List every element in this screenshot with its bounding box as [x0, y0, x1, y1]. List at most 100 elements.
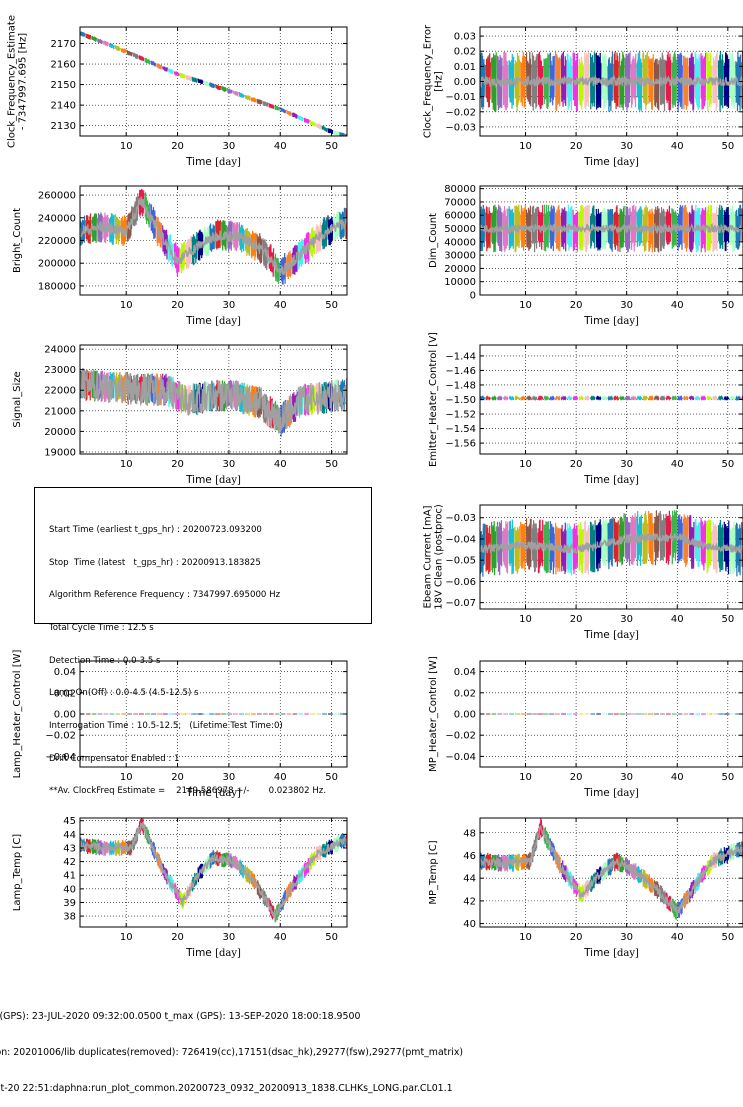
y-tick-label: −0.07: [445, 598, 476, 609]
x-tick-label: 30: [620, 141, 633, 152]
y-axis-label: Clock_Frequency_Estimate- 7347997.695 [H…: [7, 15, 29, 148]
y-tick-label: 70000: [444, 197, 476, 208]
x-axis-label-name: Time: [185, 156, 215, 168]
x-axis-label: Time [day]: [583, 474, 639, 486]
data-segment: [521, 397, 526, 398]
x-axis-label: Time [day]: [583, 156, 639, 168]
x-tick-label: 10: [120, 300, 133, 311]
x-tick-label: 30: [620, 772, 633, 783]
y-axis-label-line: 18V Clean (postproc): [434, 504, 445, 610]
x-tick-label: 20: [570, 459, 583, 470]
y-axis-label-line: Ebeam Current [mA]: [423, 505, 434, 608]
data-segment: [660, 397, 665, 398]
x-tick-label: 50: [721, 459, 734, 470]
data-segment: [509, 397, 513, 398]
data-segment: [684, 397, 689, 399]
x-tick-label: 40: [274, 141, 287, 152]
x-axis-label-unit: [day]: [215, 475, 241, 486]
data-segment: [538, 397, 543, 398]
x-tick-label: 10: [519, 300, 532, 311]
x-tick-label: 20: [570, 614, 583, 625]
y-axis-label: Dim_Count: [428, 213, 439, 268]
y-tick-label: −0.02: [445, 731, 476, 742]
y-tick-label: 20000: [444, 264, 476, 275]
y-tick-label: 200000: [38, 259, 76, 270]
y-axis-label: MP_Temp [C]: [428, 840, 439, 904]
x-tick-label: 30: [620, 300, 633, 311]
data-segment: [695, 397, 700, 398]
data-segment: [579, 397, 584, 398]
data-segment: [713, 397, 718, 398]
y-tick-label: 220000: [38, 236, 76, 247]
data-segment: [689, 397, 694, 399]
data-segment: [637, 397, 642, 398]
data-segment: [672, 397, 677, 398]
y-axis-label-line: MP_Heater_Control [W]: [428, 656, 439, 772]
x-tick-label: 50: [721, 614, 734, 625]
y-tick-label: 2170: [51, 39, 76, 50]
x-axis-label-unit: [day]: [613, 157, 639, 168]
x-axis-label-name: Time: [185, 474, 215, 486]
footer-run-info: Oct-20 22:51:daphna:run_plot_common.2020…: [0, 1083, 463, 1095]
y-axis-label-line: Lamp_Heater_Control [W]: [12, 650, 23, 779]
info-total-cycle-time: Total Cycle Time : 12.5 s: [49, 623, 371, 634]
y-axis-label-line: [Hz]: [434, 71, 445, 92]
x-tick-label: 10: [120, 459, 133, 470]
y-tick-label: −0.04: [445, 752, 476, 763]
y-axis-label: Signal_Size: [12, 371, 23, 427]
x-axis-label: Time [day]: [185, 315, 241, 327]
data-segment: [492, 397, 497, 398]
y-axis-label: MP_Heater_Control [W]: [428, 656, 439, 772]
x-tick-label: 20: [171, 141, 184, 152]
x-tick-label: 20: [171, 300, 184, 311]
x-axis-label-name: Time: [185, 315, 215, 327]
y-axis-label: Ebeam Current [mA]18V Clean (postproc): [423, 504, 445, 610]
y-tick-label: 41: [63, 871, 76, 882]
x-tick-label: 10: [519, 932, 532, 943]
y-tick-label: 240000: [38, 213, 76, 224]
y-axis-label-line: Emitter_Heater_Control [V]: [428, 332, 439, 467]
data-segment: [544, 397, 549, 398]
y-tick-label: 19000: [44, 447, 76, 458]
y-tick-label: −1.50: [445, 395, 476, 406]
x-axis-label-unit: [day]: [613, 316, 639, 327]
y-tick-label: 38: [63, 912, 76, 923]
data-segment: [678, 397, 683, 398]
y-tick-label: −1.48: [445, 380, 476, 391]
y-axis-label: Lamp_Heater_Control [W]: [12, 650, 23, 779]
x-tick-label: 40: [274, 932, 287, 943]
y-axis-label: Lamp_Temp [C]: [12, 834, 23, 912]
y-axis-label-line: Signal_Size: [12, 371, 23, 427]
y-tick-label: −0.03: [445, 122, 476, 133]
y-tick-label: 40000: [444, 237, 476, 248]
data-segment: [527, 397, 532, 398]
data-segment: [701, 397, 706, 398]
x-tick-label: 30: [620, 614, 633, 625]
data-segment: [573, 398, 578, 399]
x-axis-label-name: Time: [583, 787, 613, 799]
x-tick-label: 10: [519, 459, 532, 470]
y-tick-label: 44: [463, 874, 476, 885]
x-tick-label: 30: [620, 932, 633, 943]
info-interrogation-time: Interrogation Time : 10.5-12.5; (Lifetim…: [49, 721, 371, 732]
y-tick-label: 22000: [44, 386, 76, 397]
x-axis-label-name: Time: [583, 947, 613, 959]
y-tick-label: 180000: [38, 281, 76, 292]
x-tick-label: 30: [223, 300, 236, 311]
info-detection-time: Detection Time : 0.0-3.5 s: [49, 656, 371, 667]
data-segment: [515, 526, 520, 573]
x-tick-label: 50: [325, 141, 338, 152]
y-tick-label: 2160: [51, 60, 76, 71]
data-segment: [631, 397, 636, 398]
data-segment: [730, 397, 735, 398]
y-tick-label: 48: [463, 828, 476, 839]
data-segment: [602, 397, 607, 398]
y-tick-label: 0.04: [454, 667, 476, 678]
y-tick-label: 0.03: [454, 32, 476, 43]
